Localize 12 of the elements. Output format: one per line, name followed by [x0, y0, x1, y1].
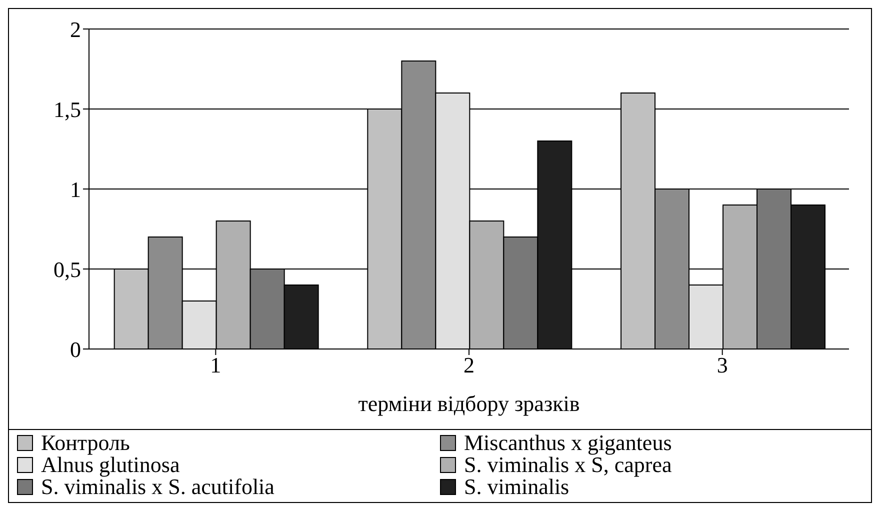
x-tick-label: 3 [716, 352, 728, 378]
legend-label: S. viminalis [464, 474, 570, 499]
y-tick-label: 1 [70, 176, 81, 202]
y-tick-label: 2 [70, 16, 81, 42]
legend-label: Контроль [41, 430, 130, 455]
y-tick-label: 0 [70, 336, 81, 362]
y-tick-label: 0,5 [54, 256, 81, 282]
x-tick-label: 2 [464, 352, 474, 378]
legend-label: Miscanthus x giganteus [464, 430, 672, 455]
y-tick-label: 1,5 [54, 96, 81, 122]
x-tick-label: 1 [210, 352, 222, 378]
x-axis-title: терміни відбору зразків [358, 391, 580, 416]
